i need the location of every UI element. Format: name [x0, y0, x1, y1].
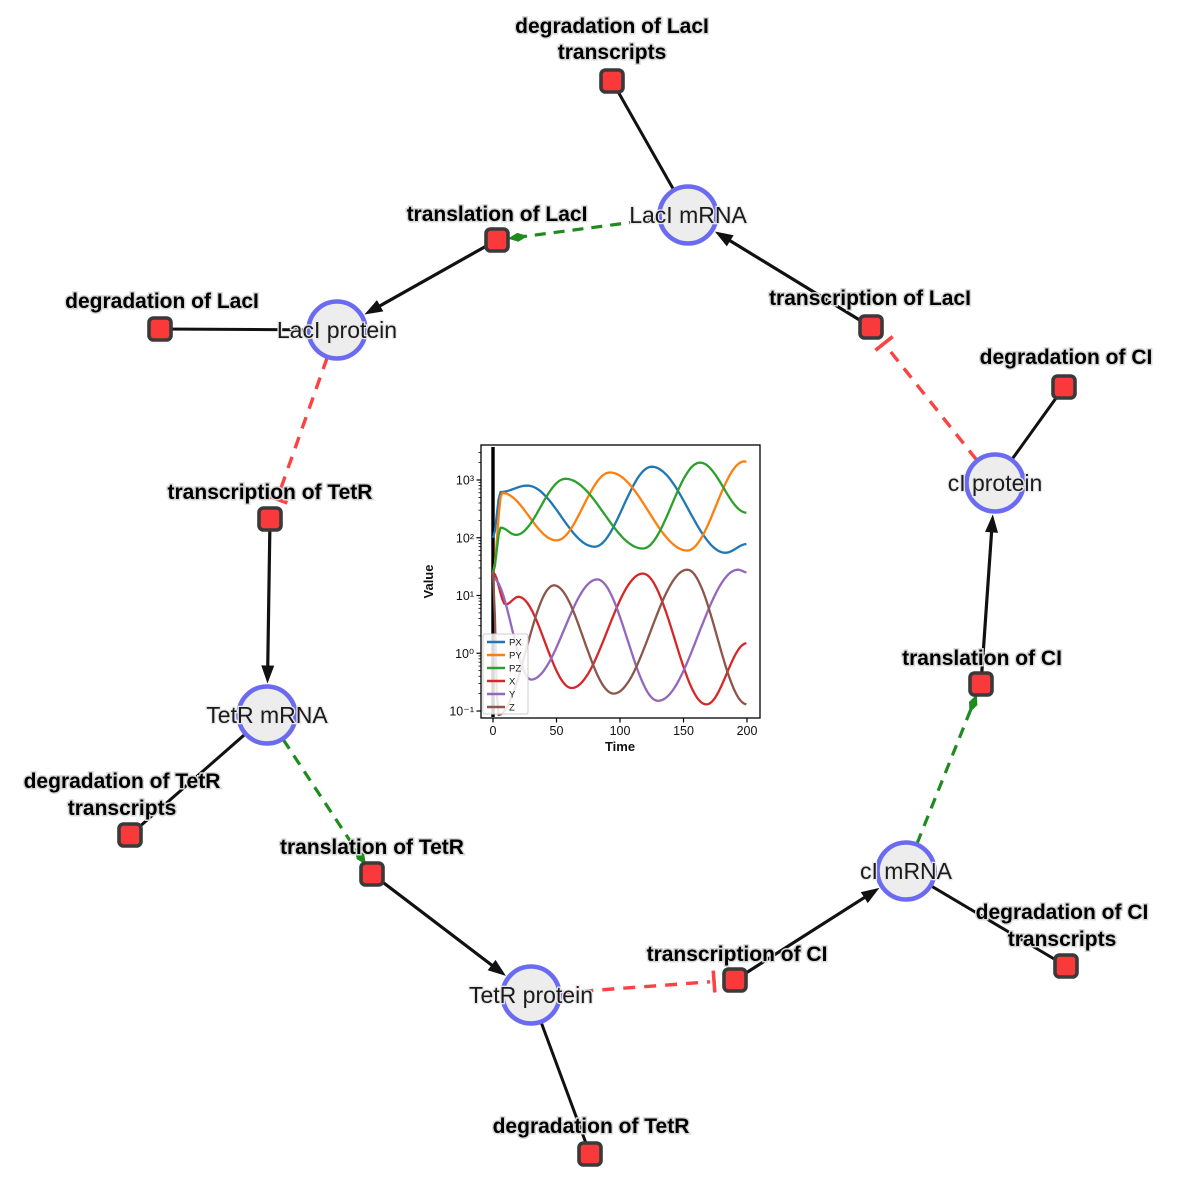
x-axis-tick-label: 150: [673, 724, 694, 738]
reaction-label-translation-of-laci: translation of LacI: [407, 203, 588, 226]
edge-modifier-tetr-mrna--translation-of-tetr-diamond-icon: [354, 848, 366, 865]
reaction-node-translation-of-ci: [968, 671, 994, 697]
edge-production-transcription-of-ci--ci-mrna: [734, 891, 872, 982]
x-axis-title: Time: [605, 739, 635, 754]
reaction-label-degradation-of-ci-transcripts: degradation of CI: [976, 901, 1149, 924]
edge-modifier-laci-mrna--translation-of-laci: [523, 217, 659, 239]
species-label-tetr-protein: TetR protein: [469, 982, 593, 1008]
reaction-label-transcription-of-laci: transcription of LacI: [769, 287, 971, 310]
edge-consumption-ci-mrna--degradation-of-ci-transcripts: [930, 884, 1067, 968]
reaction-label-degradation-of-laci: degradation of LacI: [65, 290, 259, 313]
reaction-label-degradation-of-tetr-transcripts: degradation of TetR: [24, 770, 221, 793]
reaction-node-transcription-of-ci: [722, 967, 748, 993]
edge-production-translation-of-laci--laci-protein-arrowhead-icon: [364, 300, 384, 315]
edges-layer: [129, 80, 1067, 1155]
legend-label-y: Y: [509, 690, 516, 701]
reaction-label-degradation-of-ci-transcripts-line2: transcripts: [1008, 928, 1117, 951]
edge-inhibition-laci-protein--transcription-of-tetr: [276, 357, 329, 497]
series-curve-y: [492, 568, 747, 702]
edge-production-transcription-of-tetr--tetr-mrna: [266, 518, 272, 674]
series-curve-z: [491, 568, 747, 717]
species-node-tetr-mrna: [236, 684, 298, 746]
species-label-ci-mrna: cI mRNA: [860, 858, 953, 884]
species-node-laci-protein: [306, 299, 368, 361]
reaction-label-translation-of-ci: translation of CI: [902, 647, 1062, 670]
reaction-node-transcription-of-laci: [858, 314, 884, 340]
x-axis-tick-label: 100: [610, 724, 631, 738]
reaction-node-degradation-of-laci: [147, 316, 173, 342]
edge-inhibition-tetr-protein--transcription-of-ci-tbar-icon: [711, 970, 717, 993]
reaction-node-translation-of-tetr: [359, 861, 385, 887]
edge-consumption-tetr-protein--degradation-of-tetr: [539, 1022, 592, 1155]
reaction-node-degradation-of-tetr: [577, 1141, 603, 1167]
edge-production-translation-of-laci--laci-protein: [372, 238, 498, 312]
species-label-tetr-mrna: TetR mRNA: [206, 702, 328, 728]
reaction-label-degradation-of-tetr: degradation of TetR: [493, 1115, 690, 1138]
simulation-inset-chart: 0 50 100 150 20010⁻¹10⁰10¹10²10³TimeValuePXP…: [418, 423, 778, 763]
edge-production-translation-of-tetr--tetr-protein-arrowhead-icon: [487, 959, 506, 976]
series-curve-pz: [491, 461, 747, 573]
edge-production-transcription-of-laci--laci-mrna-arrowhead-icon: [714, 231, 734, 247]
edge-production-translation-of-ci--ci-protein-arrowhead-icon: [985, 514, 999, 533]
legend-label-pz: PZ: [509, 664, 521, 675]
reaction-label-degradation-of-laci-transcripts-line2: transcripts: [558, 41, 667, 64]
edge-modifier-tetr-mrna--translation-of-tetr: [281, 738, 359, 853]
legend-label-z: Z: [509, 703, 515, 714]
series-curve-px: [491, 465, 747, 554]
reaction-node-degradation-of-ci: [1051, 374, 1077, 400]
edge-consumption-laci-protein--degradation-of-laci: [159, 327, 308, 332]
reaction-label-degradation-of-laci-transcripts: degradation of LacI: [515, 15, 709, 38]
edge-inhibition-ci-protein--transcription-of-laci-tbar-icon: [874, 335, 894, 352]
y-axis-tick-label: 10³: [456, 474, 474, 488]
reaction-node-translation-of-laci: [484, 227, 510, 253]
y-axis-tick-label: 10⁰: [455, 647, 474, 661]
edge-modifier-laci-mrna--translation-of-laci-diamond-icon: [507, 232, 528, 242]
legend-label-py: PY: [509, 651, 522, 662]
x-axis-tick-label: 50: [550, 724, 564, 738]
reaction-label-translation-of-tetr: translation of TetR: [280, 836, 464, 859]
edge-modifier-ci-mrna--translation-of-ci-diamond-icon: [969, 694, 978, 713]
y-axis-tick-label: 10¹: [456, 589, 474, 603]
labels-layer: degradation of LacI transcripts translatio…: [22, 14, 1154, 1140]
reaction-node-degradation-of-laci-transcripts: [599, 68, 625, 94]
edge-inhibition-tetr-protein--transcription-of-ci: [560, 980, 711, 995]
reaction-node-degradation-of-ci-transcripts: [1053, 953, 1079, 979]
edge-production-transcription-of-ci--ci-mrna-arrowhead-icon: [860, 887, 880, 904]
y-axis-tick-label: 10⁻¹: [449, 705, 474, 719]
legend-label-x: X: [509, 677, 516, 688]
species-node-laci-mrna: [657, 184, 719, 246]
edge-consumption-laci-mrna--degradation-of-laci-transcripts: [610, 80, 675, 191]
species-label-ci-protein: cI protein: [948, 470, 1043, 496]
reaction-label-degradation-of-ci: degradation of CI: [980, 346, 1153, 369]
legend-label-px: PX: [509, 638, 522, 649]
species-node-ci-protein: [964, 452, 1026, 514]
reaction-node-degradation-of-tetr-transcripts: [117, 822, 143, 848]
species-label-laci-mrna: LacI mRNA: [629, 202, 747, 228]
nodes-layer: [117, 68, 1079, 1167]
edge-consumption-tetr-mrna--degradation-of-tetr-transcripts: [129, 733, 246, 837]
edge-production-translation-of-tetr--tetr-protein: [371, 872, 499, 972]
edge-production-transcription-of-tetr--tetr-mrna-arrowhead-icon: [261, 665, 275, 684]
y-axis-tick-label: 10²: [456, 531, 474, 545]
edge-inhibition-ci-protein--transcription-of-laci: [885, 345, 978, 461]
chart-legend: PX PY PZ XYZ: [482, 633, 529, 715]
x-axis-tick-label: 0: [490, 724, 497, 738]
species-label-laci-protein: LacI protein: [277, 317, 397, 343]
edge-production-transcription-of-laci--laci-mrna: [722, 235, 872, 329]
edge-production-translation-of-ci--ci-protein: [979, 524, 994, 685]
edge-inhibition-laci-protein--transcription-of-tetr-tbar-icon: [266, 493, 288, 505]
species-node-tetr-protein: [500, 964, 562, 1026]
edge-modifier-ci-mrna--translation-of-ci: [915, 708, 973, 845]
reaction-label-transcription-of-ci: transcription of CI: [647, 943, 828, 966]
x-axis-tick-label: 200: [737, 724, 758, 738]
species-node-ci-mrna: [875, 840, 937, 902]
series-curve-py: [491, 460, 747, 573]
reaction-node-transcription-of-tetr: [257, 506, 283, 532]
y-axis-title: Value: [421, 565, 436, 599]
reaction-label-degradation-of-tetr-transcripts-line2: transcripts: [68, 797, 177, 820]
reaction-label-transcription-of-tetr: transcription of TetR: [168, 481, 373, 504]
